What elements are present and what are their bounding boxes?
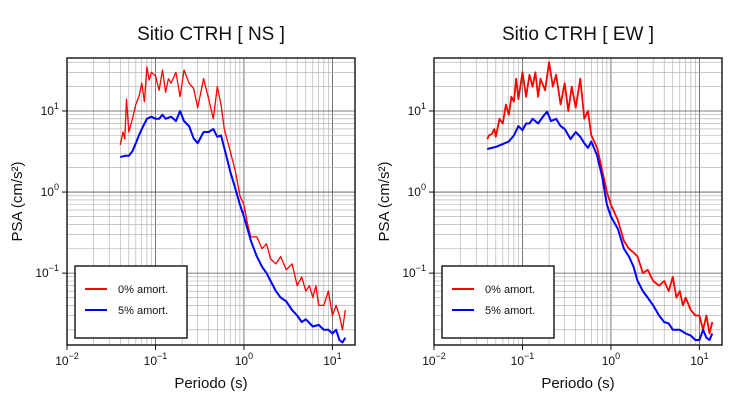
series-line-amort-5 [120,110,347,344]
plot-frame [433,57,723,346]
y-axis-label: PSA (cm/s²) [9,161,26,241]
chart-panel-ns: 10−2 10−1 100 101 10−1 100 101 Sitio CTRH [ NS … [9,24,356,392]
chart-title: Sitio CTRH [ NS ] [137,24,285,45]
legend: 0% amort. 5% amort. [74,265,188,339]
series-line-amort-0 [486,61,714,335]
legend: 0% amort. 5% amort. [441,265,555,339]
legend-label-amort-5: 5% amort. [485,305,535,317]
legend-box [74,265,188,339]
y-tick-label: 10−1 [402,263,426,280]
series-line-amort-0 [119,66,346,331]
x-tick-label: 100 [602,351,620,368]
x-tick-label: 10−2 [55,351,79,368]
plot-frame [66,57,356,346]
y-tick-label: 10−1 [35,263,59,280]
legend-box [441,265,555,339]
y-axis-label: PSA (cm/s²) [376,161,393,241]
x-tick-label: 10−1 [144,351,168,368]
chart-title: Sitio CTRH [ EW ] [502,24,654,45]
y-tick-label: 101 [41,101,59,118]
grid [433,58,722,345]
legend-label-amort-0: 0% amort. [485,284,535,296]
x-tick-label: 100 [235,351,253,368]
x-axis-label: Periodo (s) [174,375,247,392]
y-tick-label: 100 [41,182,59,199]
y-tick-label: 100 [408,182,426,199]
legend-label-amort-0: 0% amort. [118,284,168,296]
series-line-amort-5 [487,110,714,341]
x-tick-label: 10−1 [511,351,535,368]
x-tick-label: 10−2 [422,351,446,368]
x-axis-label: Periodo (s) [541,375,614,392]
chart-panel-ew: 10−2 10−1 100 101 10−1 100 101 Sitio CTRH [ EW … [376,24,723,392]
x-tick-label: 101 [690,351,708,368]
legend-label-amort-5: 5% amort. [118,305,168,317]
x-tick-label: 101 [323,351,341,368]
y-tick-label: 101 [408,101,426,118]
